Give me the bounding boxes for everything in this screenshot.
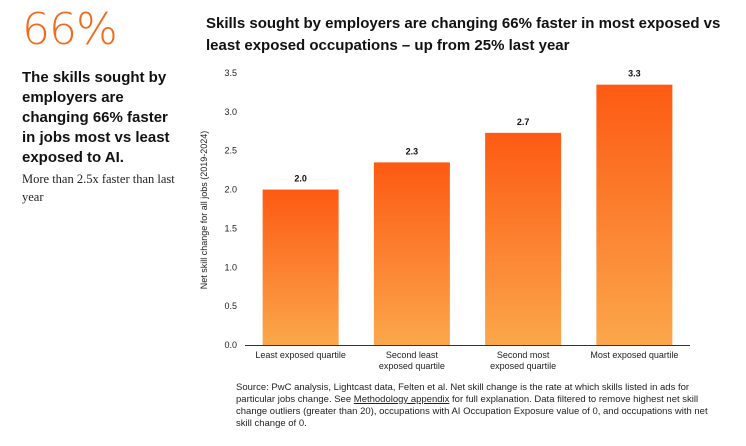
x-tick-label: Most exposed quartile (590, 350, 678, 360)
x-tick-label: exposed quartile (379, 361, 445, 371)
bar-value-label: 2.7 (517, 117, 530, 127)
bar (373, 162, 450, 345)
bar-chart: 0.0 0.5 1.0 1.5 2.0 2.5 3.0 3.5 2.0 2.3 2.7 3.3 Le… (199, 68, 690, 371)
headline-subtext: More than 2.5x faster than last year (22, 172, 175, 204)
source-suffix: for full explanation. Data filtered to r… (236, 394, 708, 429)
source-prefix: Source: PwC analysis, Lightcast data, Fe… (236, 382, 690, 405)
bar-value-label: 2.3 (406, 146, 419, 156)
bar (596, 84, 673, 346)
headline-stat: 66% (22, 4, 118, 55)
y-tick-label: 1.0 (224, 262, 237, 272)
headline-text: The skills sought by employers are chang… (22, 69, 170, 166)
bar-value-label: 3.3 (628, 69, 641, 79)
bar-value-label: 2.0 (294, 174, 307, 184)
methodology-appendix-link[interactable]: Methodology appendix (353, 394, 450, 405)
source-note: Source: PwC analysis, Lightcast data, Fe… (236, 382, 716, 430)
x-tick-label: Second most (497, 350, 550, 360)
x-tick-label: Second least (386, 350, 439, 360)
bar (262, 189, 339, 345)
y-tick-label: 3.5 (224, 68, 237, 78)
y-tick-label: 2.0 (224, 185, 237, 195)
y-tick-label: 0.0 (224, 340, 237, 350)
x-tick-label: Least exposed quartile (255, 350, 346, 360)
y-axis-label: Net skill change for all jobs (2019-2024… (199, 131, 209, 290)
y-tick-label: 0.5 (224, 301, 237, 311)
y-tick-label: 3.0 (224, 107, 237, 117)
chart-title: Skills sought by employers are changing … (206, 15, 721, 54)
x-tick-label: exposed quartile (490, 361, 556, 371)
y-tick-label: 2.5 (224, 146, 237, 156)
bar (485, 132, 562, 345)
y-tick-label: 1.5 (224, 223, 237, 233)
